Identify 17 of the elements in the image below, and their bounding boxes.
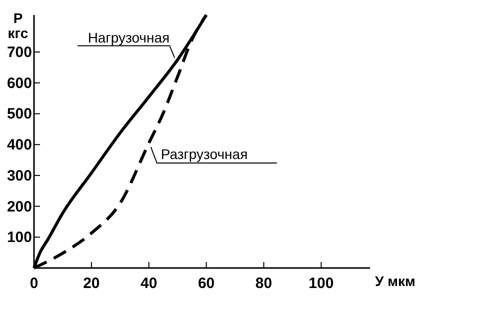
x-axis-title: У мкм [375, 273, 416, 289]
series-label: Нагрузочная [88, 30, 170, 46]
x-tick-label: 100 [308, 275, 334, 292]
x-tick-label: 80 [255, 275, 272, 292]
y-tick-label: 700 [6, 44, 32, 62]
series-label: Разгрузочная [160, 146, 248, 162]
y-tick-label: 100 [6, 229, 32, 246]
y-tick-label: 200 [6, 198, 32, 216]
x-tick-label: 0 [30, 275, 38, 292]
y-tick-label: 500 [6, 106, 32, 123]
x-tick-label: 40 [140, 275, 158, 292]
y-tick-label: 400 [6, 136, 32, 154]
x-tick-label: 20 [83, 275, 100, 292]
y-axis-title: P кгс [8, 10, 28, 41]
y-tick-label: 300 [6, 167, 32, 184]
x-tick-label: 60 [198, 275, 215, 292]
y-tick-label: 600 [6, 74, 32, 92]
